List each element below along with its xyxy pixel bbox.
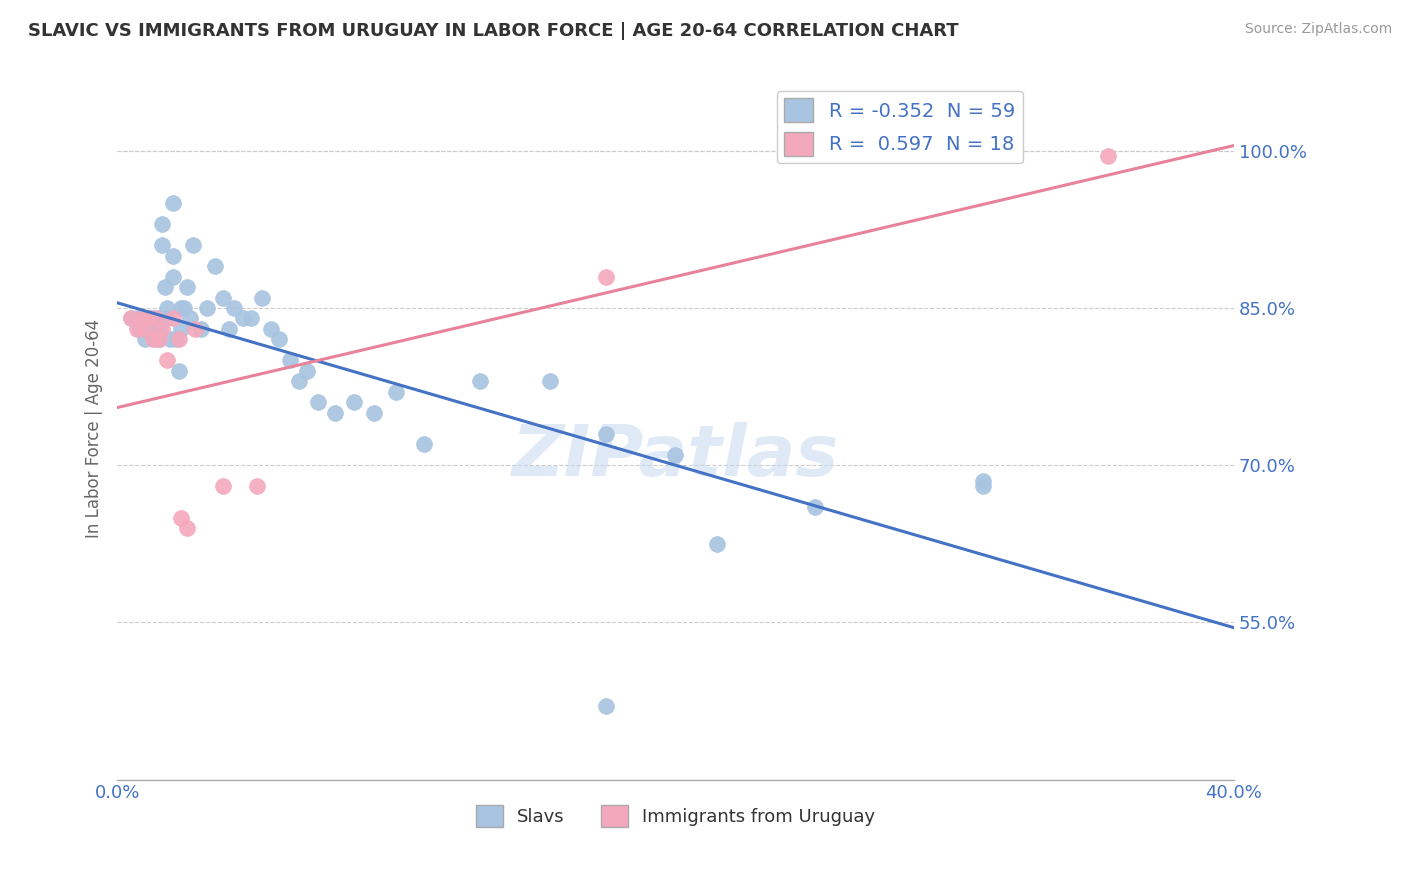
Point: [595, 699, 617, 714]
Point: [212, 479, 235, 493]
Point: [1097, 149, 1119, 163]
Point: [162, 269, 184, 284]
Point: [240, 311, 263, 326]
Point: [195, 301, 218, 315]
Point: [224, 301, 246, 315]
Point: [131, 311, 153, 326]
Text: ZIPatlas: ZIPatlas: [512, 422, 839, 491]
Point: [167, 364, 190, 378]
Point: [212, 291, 235, 305]
Point: [972, 474, 994, 488]
Point: [170, 322, 193, 336]
Point: [125, 311, 148, 326]
Y-axis label: In Labor Force | Age 20-64: In Labor Force | Age 20-64: [86, 319, 103, 538]
Point: [413, 437, 436, 451]
Point: [125, 322, 148, 336]
Point: [128, 322, 150, 336]
Point: [538, 375, 561, 389]
Point: [150, 217, 173, 231]
Point: [804, 500, 827, 515]
Point: [167, 333, 190, 347]
Point: [269, 333, 291, 347]
Point: [246, 479, 269, 493]
Point: [150, 322, 173, 336]
Point: [173, 301, 195, 315]
Point: [468, 375, 491, 389]
Point: [142, 322, 165, 336]
Point: [232, 311, 254, 326]
Point: [972, 479, 994, 493]
Point: [179, 311, 201, 326]
Point: [148, 322, 170, 336]
Point: [170, 301, 193, 315]
Point: [156, 301, 179, 315]
Point: [595, 426, 617, 441]
Point: [260, 322, 283, 336]
Point: [295, 364, 318, 378]
Text: Source: ZipAtlas.com: Source: ZipAtlas.com: [1244, 22, 1392, 37]
Point: [323, 406, 346, 420]
Point: [190, 322, 212, 336]
Point: [204, 259, 226, 273]
Point: [142, 311, 165, 326]
Point: [148, 333, 170, 347]
Point: [156, 311, 179, 326]
Legend: Slavs, Immigrants from Uruguay: Slavs, Immigrants from Uruguay: [468, 797, 883, 834]
Point: [136, 311, 159, 326]
Point: [145, 333, 167, 347]
Point: [385, 384, 408, 399]
Point: [150, 238, 173, 252]
Point: [307, 395, 329, 409]
Point: [120, 311, 142, 326]
Point: [162, 249, 184, 263]
Point: [170, 510, 193, 524]
Point: [159, 333, 181, 347]
Point: [287, 375, 309, 389]
Point: [142, 333, 165, 347]
Point: [218, 322, 240, 336]
Point: [176, 521, 198, 535]
Point: [162, 311, 184, 326]
Point: [252, 291, 274, 305]
Point: [120, 311, 142, 326]
Point: [343, 395, 366, 409]
Point: [148, 333, 170, 347]
Point: [664, 448, 686, 462]
Text: SLAVIC VS IMMIGRANTS FROM URUGUAY IN LABOR FORCE | AGE 20-64 CORRELATION CHART: SLAVIC VS IMMIGRANTS FROM URUGUAY IN LAB…: [28, 22, 959, 40]
Point: [153, 280, 176, 294]
Point: [139, 311, 162, 326]
Point: [148, 311, 170, 326]
Point: [134, 311, 156, 326]
Point: [136, 311, 159, 326]
Point: [134, 322, 156, 336]
Point: [278, 353, 301, 368]
Point: [181, 238, 204, 252]
Point: [145, 322, 167, 336]
Point: [134, 333, 156, 347]
Point: [165, 333, 187, 347]
Point: [595, 269, 617, 284]
Point: [162, 196, 184, 211]
Point: [139, 322, 162, 336]
Point: [145, 311, 167, 326]
Point: [184, 322, 207, 336]
Point: [176, 280, 198, 294]
Point: [706, 537, 728, 551]
Point: [363, 406, 385, 420]
Point: [156, 353, 179, 368]
Point: [131, 311, 153, 326]
